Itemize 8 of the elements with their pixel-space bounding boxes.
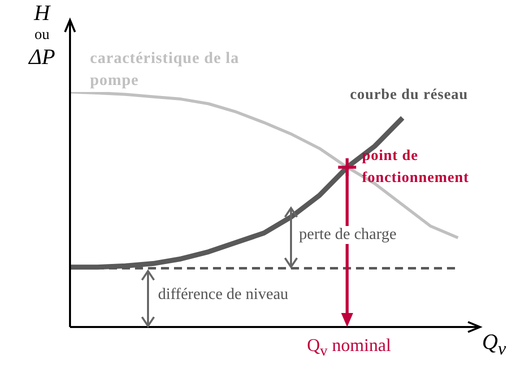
annotation: différence de niveau [158, 286, 288, 303]
series-label: courbe du réseau [350, 86, 469, 105]
text: Q$_{v}$ nominal [307, 335, 391, 360]
annotation: point de fonctionnement [362, 148, 469, 186]
x-axis-title: Q$_{v}$ [482, 329, 506, 358]
annotation: perte de charge [299, 226, 396, 243]
series-label: caractéristique de la pompe [90, 49, 240, 91]
y-axis-title: H ou ΔP [27, 0, 56, 69]
